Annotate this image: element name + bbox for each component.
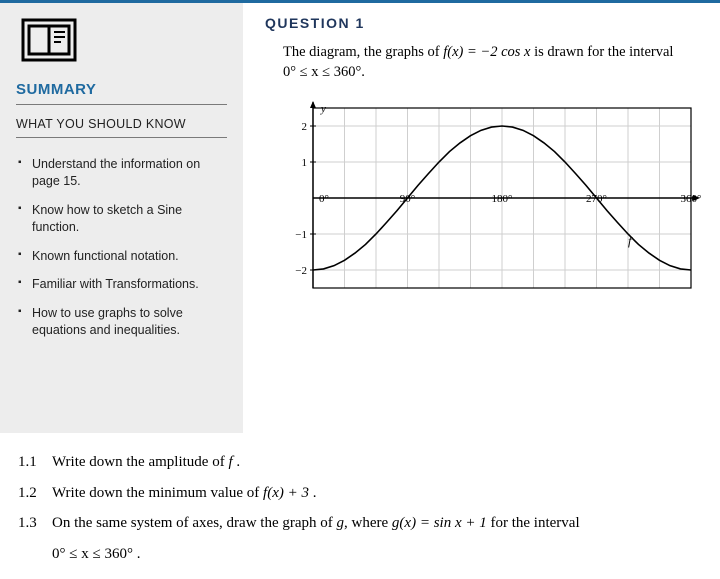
subquestion: 1.1 Write down the amplitude of f . [18,448,702,477]
subq-number: 1.3 [18,509,52,538]
divider [16,137,227,138]
prompt-text: 0° ≤ x ≤ 360°. [283,64,365,80]
subq-body: On the same system of axes, draw the gra… [52,509,702,538]
subq-body: Write down the minimum value of f(x) + 3… [52,479,702,508]
list-item: Understand the information on page 15. [18,150,227,196]
list-item: Known functional notation. [18,242,227,271]
subquestion: 1.2 Write down the minimum value of f(x)… [18,479,702,508]
subq-text: . [309,485,317,501]
subq-body: Write down the amplitude of f . [52,448,702,477]
subq-math: g(x) = sin x + 1 [392,515,487,531]
summary-subheading: WHAT YOU SHOULD KNOW [16,117,227,131]
svg-text:1: 1 [302,157,308,169]
svg-text:−1: −1 [295,229,307,241]
subq-text: . [233,454,241,470]
subq-math: f(x) + 3 [263,485,309,501]
divider [16,104,227,105]
subq-text: , where [344,515,392,531]
subq-text: Write down the minimum value of [52,485,263,501]
subq-text: for the interval [487,515,580,531]
subq-text: On the same system of axes, draw the gra… [52,515,337,531]
subquestions: 1.1 Write down the amplitude of f . 1.2 … [18,448,702,568]
question-title: QUESTION 1 [265,15,702,31]
svg-text:360°: 360° [681,193,701,205]
cosine-chart: −2−1120°90°180°270°360°yf [281,94,702,309]
svg-text:−2: −2 [295,265,307,277]
subq-number: 1.1 [18,448,52,477]
subq-math: g [337,515,345,531]
prompt-text: is drawn for the interval [530,44,673,60]
sidebar: SUMMARY WHAT YOU SHOULD KNOW Understand … [0,3,243,433]
svg-text:y: y [320,103,326,115]
list-item: Familiar with Transformations. [18,270,227,299]
main-content: QUESTION 1 The diagram, the graphs of f(… [243,3,720,309]
svg-text:0°: 0° [319,193,329,205]
prompt-func: f(x) = −2 cos x [443,44,530,60]
svg-text:2: 2 [302,121,308,133]
subq-number: 1.2 [18,479,52,508]
subq-text: Write down the amplitude of [52,454,228,470]
summary-heading: SUMMARY [16,81,227,98]
list-item: Know how to sketch a Sine function. [18,196,227,242]
question-prompt: The diagram, the graphs of f(x) = −2 cos… [265,43,702,82]
svg-text:180°: 180° [492,193,513,205]
subquestion: 1.3 On the same system of axes, draw the… [18,509,702,538]
subq-line2: 0° ≤ x ≤ 360° . [18,540,702,569]
prompt-text: The diagram, the graphs of [283,44,443,60]
summary-bullet-list: Understand the information on page 15. K… [18,150,227,345]
list-item: How to use graphs to solve equations and… [18,299,227,345]
book-icon [20,17,78,63]
